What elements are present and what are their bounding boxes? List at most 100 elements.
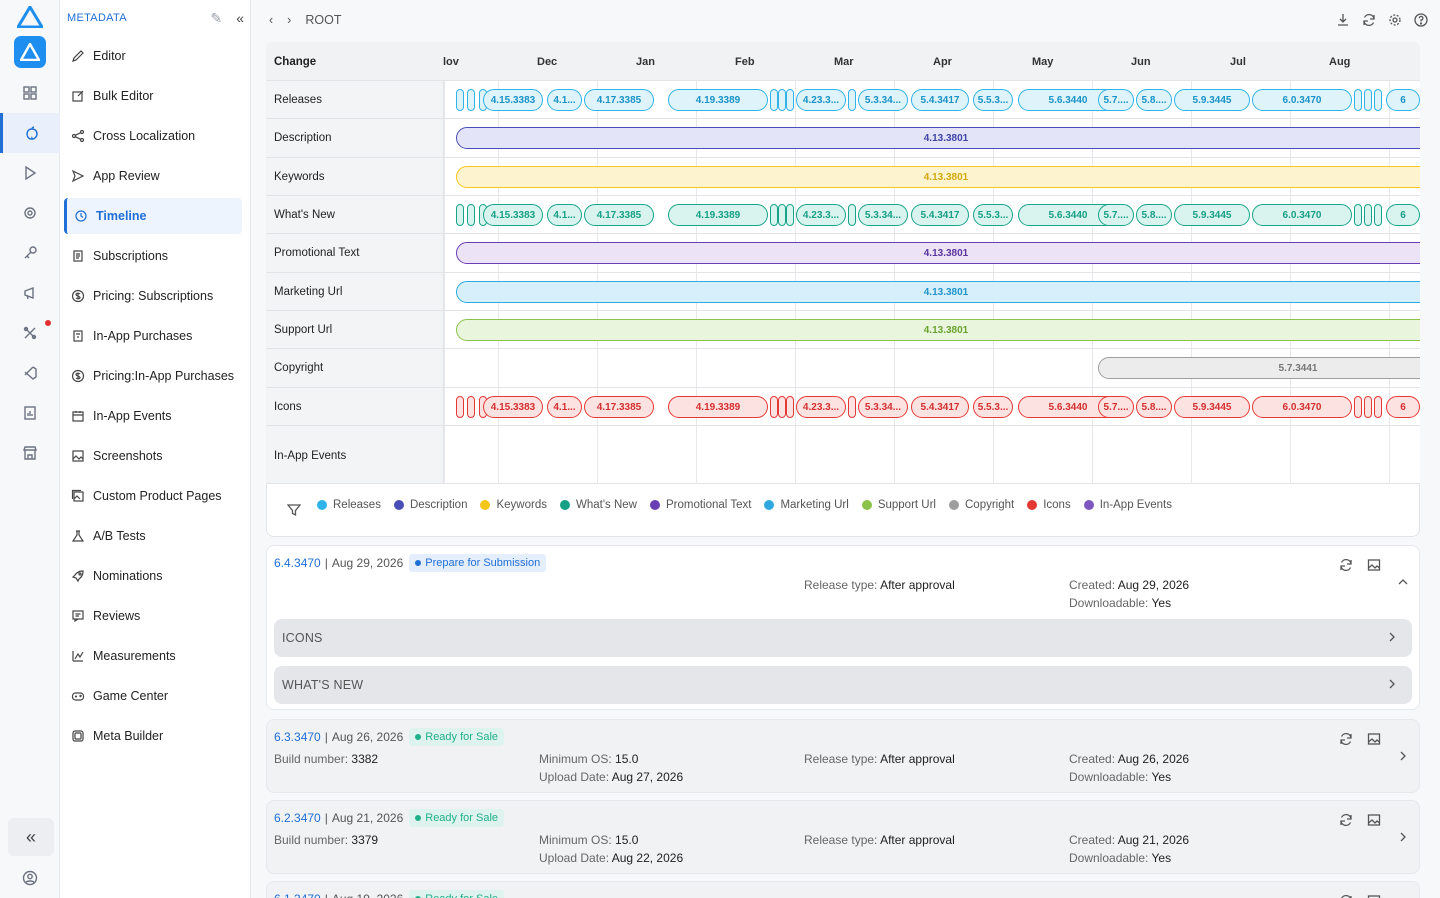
release-pill[interactable]: 6 — [1386, 396, 1420, 418]
release-pill[interactable]: 4.1... — [547, 204, 582, 226]
release-pill[interactable] — [770, 89, 778, 111]
forward-arrow-icon[interactable]: › — [287, 13, 292, 27]
breadcrumb-root[interactable]: ROOT — [305, 13, 342, 27]
sidebar-item-cross-localization[interactable]: Cross Localization — [64, 118, 242, 154]
legend-item[interactable]: Marketing Url — [764, 499, 849, 511]
version-card[interactable]: 6.3.3470 | Aug 26, 2026 Ready for Sale Build… — [266, 719, 1420, 793]
refresh-icon[interactable] — [1339, 894, 1353, 898]
rail-key-icon[interactable] — [0, 233, 60, 273]
release-pill[interactable]: 5.9.3445 — [1174, 396, 1250, 418]
release-pill[interactable] — [1374, 204, 1382, 226]
version-card[interactable]: 6.2.3470 | Aug 21, 2026 Ready for Sale Build… — [266, 800, 1420, 874]
sidebar-item-app-review[interactable]: App Review — [64, 158, 242, 194]
release-pill[interactable]: 5.8.... — [1136, 396, 1172, 418]
release-pill[interactable] — [456, 204, 464, 226]
release-pill[interactable]: 4.17.3385 — [584, 204, 654, 226]
release-pill[interactable] — [778, 89, 786, 111]
sidebar-item-custom-product-pages[interactable]: Custom Product Pages — [64, 478, 242, 514]
release-pill[interactable]: 4.19.3389 — [668, 204, 768, 226]
release-pill[interactable] — [1354, 396, 1362, 418]
release-pill[interactable]: 5.3.34... — [858, 396, 908, 418]
release-pill[interactable] — [467, 204, 475, 226]
settings-icon[interactable] — [1388, 13, 1402, 27]
sidebar-item-pricing-in-app-purchases[interactable]: Pricing:In-App Purchases — [64, 358, 242, 394]
copyright-span-bar[interactable]: 5.7.3441 — [1098, 357, 1420, 379]
release-pill[interactable] — [1354, 89, 1362, 111]
refresh-icon[interactable] — [1339, 558, 1353, 572]
download-icon[interactable] — [1336, 13, 1350, 27]
sidebar-item-pricing-subscriptions[interactable]: Pricing: Subscriptions — [64, 278, 242, 314]
timeline-span-bar[interactable]: 4.13.3801 — [456, 242, 1420, 264]
release-pill[interactable]: 5.3.34... — [858, 89, 908, 111]
version-number[interactable]: 6.3.3470 — [274, 730, 321, 744]
release-pill[interactable] — [848, 396, 856, 418]
release-pill[interactable]: 6 — [1386, 89, 1420, 111]
release-pill[interactable] — [467, 89, 475, 111]
release-pill[interactable] — [778, 396, 786, 418]
sidebar-item-editor[interactable]: Editor — [64, 38, 242, 74]
release-pill[interactable] — [1354, 204, 1362, 226]
collapse-rail-button[interactable]: « — [8, 818, 54, 856]
chevron-right-icon[interactable] — [1397, 750, 1409, 762]
release-pill[interactable]: 4.17.3385 — [584, 89, 654, 111]
release-pill[interactable]: 5.3.34... — [858, 204, 908, 226]
release-pill[interactable]: 5.8.... — [1136, 89, 1172, 111]
user-account-icon[interactable] — [22, 870, 38, 886]
sidebar-item-in-app-events[interactable]: In-App Events — [64, 398, 242, 434]
release-pill[interactable]: 5.9.3445 — [1174, 89, 1250, 111]
release-pill[interactable] — [848, 204, 856, 226]
release-pill[interactable]: 4.23.3... — [796, 89, 846, 111]
release-pill[interactable]: 4.15.3383 — [483, 204, 543, 226]
help-icon[interactable] — [1414, 13, 1428, 27]
release-pill[interactable] — [786, 204, 794, 226]
rail-vscode-icon[interactable] — [0, 353, 60, 393]
version-number[interactable]: 6.4.3470 — [274, 556, 321, 570]
release-pill[interactable] — [1374, 396, 1382, 418]
release-pill[interactable]: 6.0.3470 — [1252, 89, 1352, 111]
release-pill[interactable]: 5.7.... — [1098, 204, 1134, 226]
release-pill[interactable]: 6 — [1386, 204, 1420, 226]
sidebar-item-a-b-tests[interactable]: A/B Tests — [64, 518, 242, 554]
timeline-span-bar[interactable]: 4.13.3801 — [456, 127, 1420, 149]
release-pill[interactable] — [467, 396, 475, 418]
rail-play-icon[interactable] — [0, 153, 60, 193]
screenshot-icon[interactable] — [1367, 894, 1381, 898]
back-arrow-icon[interactable]: ‹ — [269, 13, 274, 27]
release-pill[interactable]: 5.8.... — [1136, 204, 1172, 226]
release-pill[interactable]: 4.19.3389 — [668, 396, 768, 418]
release-pill[interactable] — [1374, 89, 1382, 111]
legend-item[interactable]: Promotional Text — [649, 499, 751, 511]
rail-tools-icon[interactable] — [0, 313, 60, 353]
version-number[interactable]: 6.1.3470 — [274, 892, 321, 898]
legend-item[interactable]: Description — [393, 499, 467, 511]
release-pill[interactable] — [1364, 89, 1372, 111]
legend-item[interactable]: What's New — [559, 499, 637, 511]
release-pill[interactable]: 5.4.3417 — [911, 204, 969, 226]
release-pill[interactable] — [1364, 204, 1372, 226]
release-pill[interactable]: 5.5.3... — [973, 396, 1013, 418]
legend-item[interactable]: Support Url — [861, 499, 936, 511]
refresh-icon[interactable] — [1339, 732, 1353, 746]
rail-apple-icon[interactable] — [0, 113, 60, 153]
release-pill[interactable]: 5.4.3417 — [911, 396, 969, 418]
release-pill[interactable] — [456, 89, 464, 111]
refresh-icon[interactable] — [1339, 813, 1353, 827]
release-pill[interactable] — [848, 89, 856, 111]
release-pill[interactable] — [1364, 396, 1372, 418]
timeline-span-bar[interactable]: 4.13.3801 — [456, 281, 1420, 303]
sidebar-item-game-center[interactable]: Game Center — [64, 678, 242, 714]
card-section-icons[interactable]: ICONS — [274, 619, 1412, 657]
release-pill[interactable]: 5.9.3445 — [1174, 204, 1250, 226]
screenshot-icon[interactable] — [1367, 732, 1381, 746]
release-pill[interactable] — [786, 89, 794, 111]
version-number[interactable]: 6.2.3470 — [274, 811, 321, 825]
release-pill[interactable]: 5.5.3... — [973, 89, 1013, 111]
sidebar-item-screenshots[interactable]: Screenshots — [64, 438, 242, 474]
release-pill[interactable]: 6.0.3470 — [1252, 396, 1352, 418]
release-pill[interactable]: 4.23.3... — [796, 204, 846, 226]
release-pill[interactable]: 4.1... — [547, 396, 582, 418]
legend-item[interactable]: Keywords — [480, 499, 547, 511]
legend-item[interactable]: Copyright — [949, 499, 1014, 511]
filter-icon[interactable] — [287, 503, 301, 517]
